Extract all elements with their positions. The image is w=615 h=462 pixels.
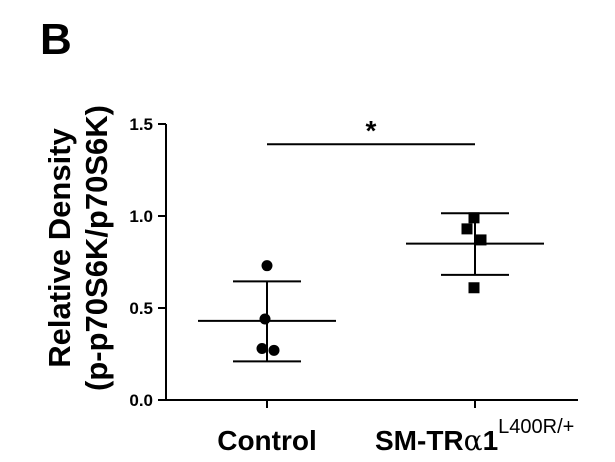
y-tick-label: 0.0: [129, 391, 153, 410]
data-point-circle: [256, 342, 268, 354]
category-treatment-text: SM-TR: [375, 425, 464, 456]
y-axis-label-line1: Relative Density: [42, 127, 77, 367]
y-ticks: 0.0 0.5 1.0 1.5: [129, 115, 166, 410]
data-point-square: [468, 212, 480, 224]
category-control-text: Control: [217, 425, 317, 456]
data-points: [256, 212, 487, 356]
y-tick-label: 0.5: [129, 299, 153, 318]
error-bars: [198, 212, 544, 363]
x-ticks: [266, 400, 476, 408]
category-treatment-greek: α: [464, 424, 483, 457]
data-point-circle: [268, 344, 280, 356]
data-point-circle: [261, 260, 273, 272]
data-point-circle: [259, 313, 271, 325]
data-point-square: [475, 234, 487, 246]
panel-label: B: [40, 15, 72, 64]
y-tick-label: 1.5: [129, 115, 153, 134]
x-category-label-control: Control: [217, 425, 317, 456]
category-treatment-superscript: L400R/+: [498, 416, 574, 438]
significance-annotation: *: [267, 115, 475, 146]
data-point-square: [461, 223, 473, 235]
y-axis-label-line2: (p-p70S6K/p70S6K): [79, 105, 114, 391]
x-category-label-treatment: SM-TRα1L400R/+: [375, 416, 574, 457]
y-axis-label: Relative Density (p-p70S6K/p70S6K): [42, 105, 114, 391]
data-point-square: [468, 282, 480, 294]
category-treatment-suffix: 1: [483, 425, 499, 456]
significance-star: *: [366, 115, 377, 146]
y-tick-label: 1.0: [129, 207, 153, 226]
x-category-labels: Control SM-TRα1L400R/+: [217, 416, 574, 457]
